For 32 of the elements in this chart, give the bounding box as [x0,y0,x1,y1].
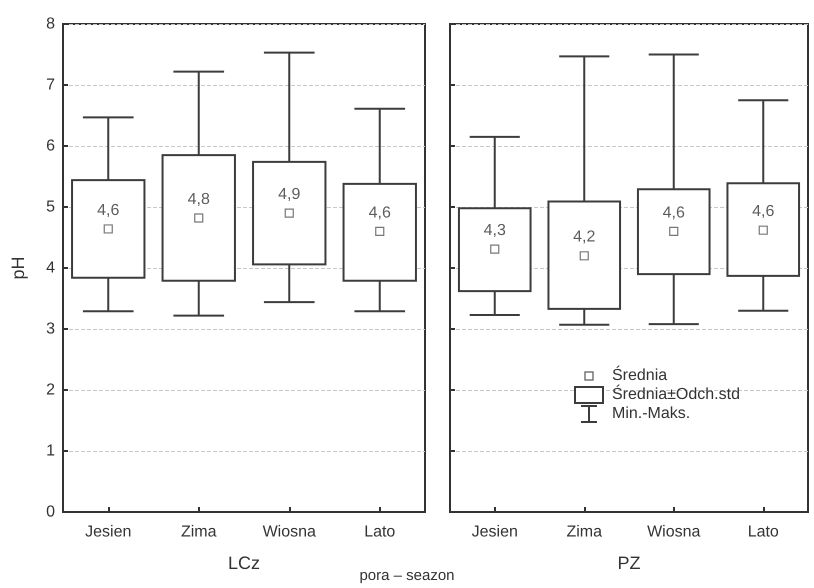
text: 4,6 [752,203,774,220]
x-tick-label: Wiosna [262,524,316,540]
x-tick-label: Lato [364,524,396,540]
y-tick-label: 6 [46,138,56,154]
text: 4,6 [662,204,685,222]
x-tick-label: Zima [566,524,602,540]
x-tick-label: Wiosna [647,524,701,540]
y-tick-label: 7 [46,76,56,94]
y-tick-label: 3 [46,320,56,338]
x-tick-label: Zima [180,524,217,540]
annotation: Min.-Maks. [612,404,690,423]
y-tick-label: 2 [46,382,56,398]
y-tick-label: 0 [46,504,56,520]
y-tick-label: 8 [46,16,56,32]
annotation: Średnia±Odch.std [612,385,740,404]
x-axis-title: PZ [617,553,641,573]
y-tick-label: 4 [46,260,56,276]
x-axis-title: LCz [228,553,260,573]
text: 4,2 [573,228,596,246]
text: 4,8 [188,190,210,208]
x-tick-label: Jesien [85,524,132,540]
y-axis-title: pH [8,256,28,280]
text: 4,9 [278,186,300,203]
x-tick-label: Jesien [472,524,518,540]
text: pora – seazon [358,567,456,584]
y-tick-label: 5 [46,198,56,216]
text: 4,6 [368,204,391,222]
y-tick-label: 1 [46,442,56,460]
annotation: Średnia [612,366,668,384]
text: 4,6 [97,202,120,219]
text: 4,3 [484,222,506,239]
x-tick-label: Lato [748,524,779,540]
